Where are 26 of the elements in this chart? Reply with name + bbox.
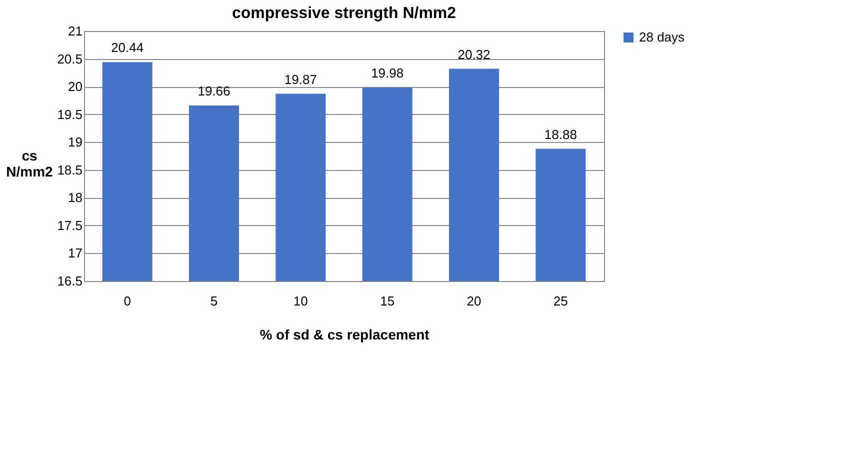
y-tick-label: 19.5 (57, 106, 82, 122)
data-label: 18.88 (544, 126, 577, 142)
data-label: 19.98 (371, 66, 404, 81)
y-tick-label: 21 (68, 24, 82, 38)
y-tick-label: 18.5 (57, 162, 82, 178)
x-tick-label: 15 (380, 294, 395, 308)
y-tick-label: 20 (68, 79, 82, 94)
y-tick-label: 19 (68, 134, 82, 150)
x-tick-label: 25 (553, 294, 568, 308)
x-axis-title: % of sd & cs replacement (260, 326, 430, 342)
x-tick-label: 10 (293, 294, 308, 308)
y-axis-title: cs N/mm2 (6, 148, 54, 180)
data-label: 20.44 (111, 40, 144, 56)
chart-title: compressive strength N/mm2 (232, 5, 456, 22)
x-tick-label: 20 (466, 294, 482, 308)
y-tick-label: 18 (68, 190, 82, 206)
y-tick-label: 17 (68, 246, 82, 261)
data-label: 19.66 (198, 83, 230, 98)
legend-label: 28 days (639, 30, 686, 44)
x-tick-label: 5 (210, 294, 218, 308)
y-tick-label: 16.5 (57, 274, 82, 288)
data-label: 20.32 (458, 46, 490, 62)
y-tick-label: 17.5 (57, 218, 82, 233)
data-label: 19.87 (284, 72, 317, 87)
x-tick-label: 0 (124, 294, 131, 308)
y-tick-label: 20.5 (57, 51, 82, 66)
